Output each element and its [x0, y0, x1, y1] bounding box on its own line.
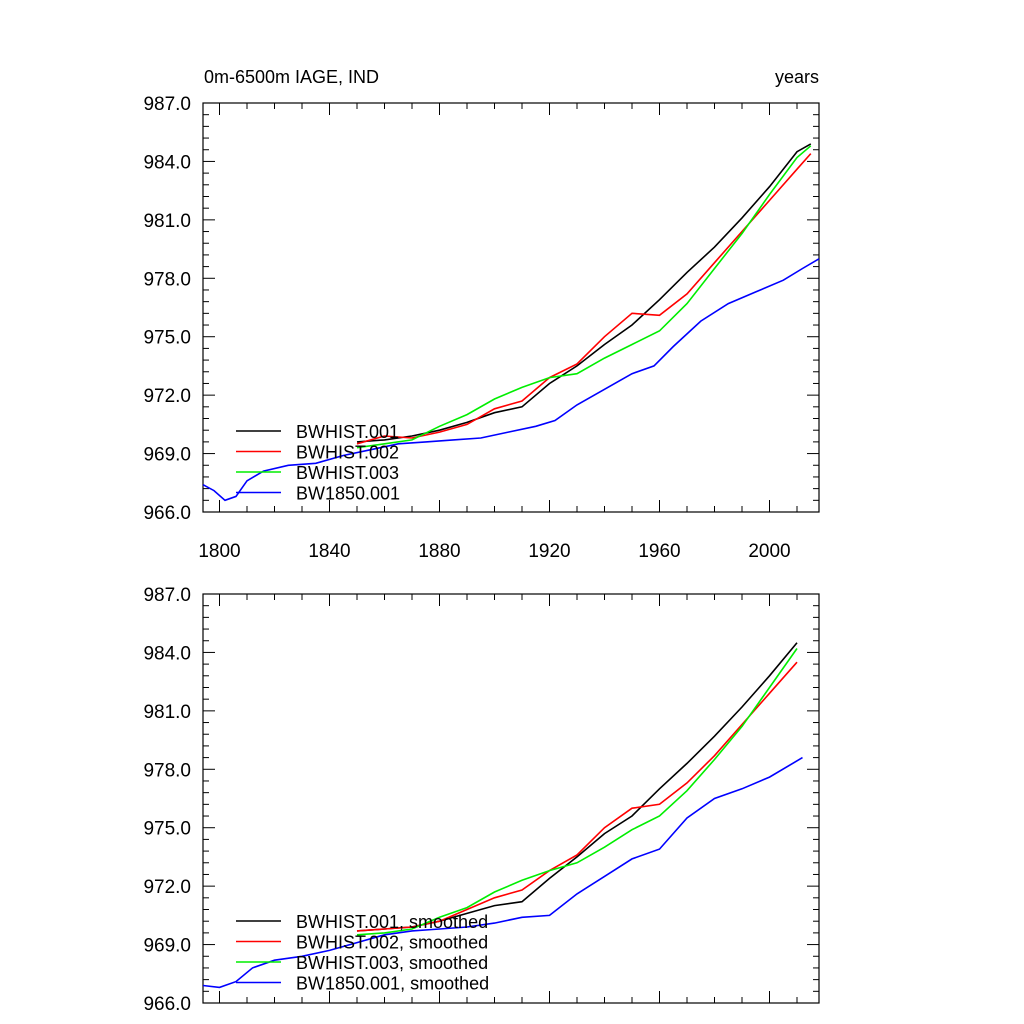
legend-label: BWHIST.002 — [296, 443, 399, 463]
x-tick-label: 1840 — [308, 541, 350, 562]
series-line — [356, 143, 812, 443]
x-tick-label: 1960 — [638, 541, 680, 562]
top-panel: 966.0 969.0 972.0 975.0 978.0 981.0 984.0 987.0… — [143, 94, 820, 562]
y-tick-label: 981.0 — [143, 211, 191, 232]
series-line — [202, 756, 803, 989]
legend-label: BWHIST.002, smoothed — [296, 933, 488, 953]
units-label: years — [775, 67, 819, 87]
x-tick-label: 1880 — [418, 541, 460, 562]
y-tick-label: 987.0 — [143, 94, 191, 115]
y-tick-label: 981.0 — [143, 702, 191, 723]
legend-label: BWHIST.001, smoothed — [296, 912, 488, 932]
y-tick-label: 987.0 — [143, 585, 191, 606]
y-tick-label: 972.0 — [143, 386, 191, 407]
y-tick-label: 975.0 — [143, 819, 191, 840]
plot-frame — [202, 593, 820, 1004]
series-line — [356, 642, 798, 932]
series-line — [356, 661, 798, 932]
x-tick-label: 1920 — [528, 541, 570, 562]
x-tick-label: 1800 — [198, 541, 240, 562]
y-tick-label: 972.0 — [143, 877, 191, 898]
bottom-panel: 966.0 969.0 972.0 975.0 978.0 981.0 984.0 987.0… — [143, 585, 820, 1015]
chart-title: 0m-6500m IAGE, IND — [204, 67, 379, 87]
y-tick-label: 978.0 — [143, 760, 191, 781]
legend-label: BWHIST.003, smoothed — [296, 953, 488, 973]
plot-frame — [202, 102, 820, 513]
y-tick-label: 984.0 — [143, 643, 191, 664]
y-tick-label: 966.0 — [143, 994, 191, 1015]
y-tick-label: 969.0 — [143, 936, 191, 957]
y-tick-label: 966.0 — [143, 503, 191, 524]
y-tick-label: 969.0 — [143, 445, 191, 466]
y-tick-label: 984.0 — [143, 152, 191, 173]
x-tick-label: 2000 — [748, 541, 790, 562]
legend-label: BWHIST.003 — [296, 463, 399, 483]
series-line — [202, 258, 820, 502]
legend-label: BWHIST.001 — [296, 422, 399, 442]
y-tick-label: 975.0 — [143, 328, 191, 349]
series-line — [356, 648, 798, 936]
series-line — [356, 145, 812, 449]
y-tick-label: 978.0 — [143, 269, 191, 290]
legend-label: BW1850.001, smoothed — [296, 974, 489, 994]
legend-label: BW1850.001 — [296, 484, 400, 504]
